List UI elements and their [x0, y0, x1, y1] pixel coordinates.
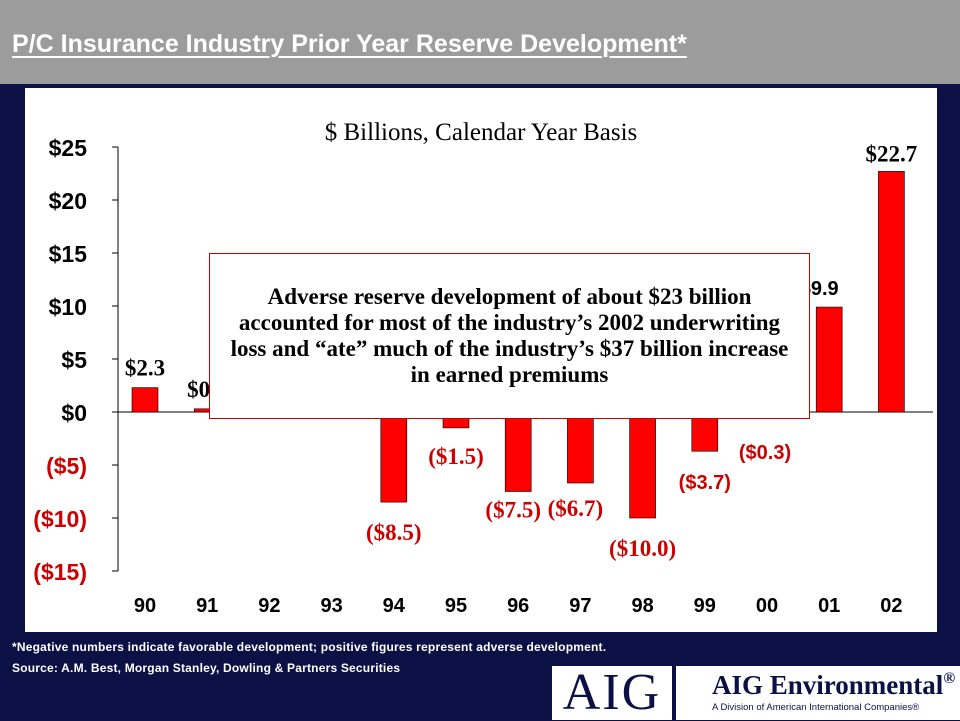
bar-97	[567, 411, 594, 484]
y-tick-label: $20	[49, 188, 87, 214]
bar-90	[131, 387, 159, 413]
x-tick-label: 93	[320, 595, 342, 617]
chart-panel: $ Billions, Calendar Year Basis $25 $20 $15…	[25, 88, 937, 632]
data-label-98: ($10.0)	[609, 536, 676, 561]
data-label-00: ($0.3)	[739, 442, 791, 464]
bar-02	[878, 171, 905, 413]
x-tick-label: 98	[631, 595, 653, 617]
y-tick-label: $10	[49, 294, 87, 320]
data-label-02: $22.7	[866, 141, 918, 166]
data-label-95: ($1.5)	[428, 444, 484, 469]
aig-logo: AIG	[552, 666, 672, 720]
source-note: Source: A.M. Best, Morgan Stanley, Dowli…	[12, 661, 401, 675]
data-label-94: ($8.5)	[366, 520, 422, 545]
bar-01	[815, 306, 843, 413]
y-tick-label: ($15)	[33, 559, 87, 585]
page-title: P/C Insurance Industry Prior Year Reserv…	[12, 30, 687, 58]
x-tick-label: 99	[694, 595, 716, 617]
aig-environmental-logo: AIG Environmental® A Division of America…	[676, 666, 960, 720]
x-tick-label: 00	[756, 595, 778, 617]
data-label-99: ($3.7)	[679, 472, 731, 494]
footnote: *Negative numbers indicate favorable dev…	[12, 640, 607, 654]
x-tick-label: 91	[196, 595, 218, 617]
title-bar: P/C Insurance Industry Prior Year Reserv…	[0, 0, 960, 84]
bar-94	[380, 411, 408, 503]
y-tick-label: $5	[61, 347, 87, 373]
registered-mark: ®	[943, 670, 956, 687]
bar-96	[504, 411, 532, 492]
y-tick-label: $15	[49, 241, 88, 267]
callout-text: Adverse reserve development of about $23…	[230, 284, 789, 387]
aig-logo-text: AIG	[562, 664, 662, 721]
x-tick-label: 94	[383, 595, 406, 617]
y-tick-label: ($10)	[33, 506, 87, 532]
x-tick-label: 97	[569, 595, 591, 617]
data-label-90: $2.3	[125, 356, 165, 381]
data-label-96: ($7.5)	[485, 498, 541, 523]
bar-98	[629, 411, 656, 519]
x-tick-label: 96	[507, 595, 529, 617]
callout-box: Adverse reserve development of about $23…	[209, 253, 810, 419]
x-tick-label: 90	[134, 595, 156, 617]
env-logo-text: AIG Environmental	[712, 670, 944, 700]
data-label-97: ($6.7)	[548, 496, 604, 521]
y-tick-label: ($5)	[46, 453, 87, 479]
env-logo-subtitle: A Division of American International Com…	[712, 702, 920, 713]
x-tick-label: 92	[258, 595, 280, 617]
x-tick-label: 02	[880, 595, 902, 617]
x-tick-label: 95	[445, 595, 467, 617]
x-tick-label: 01	[818, 595, 840, 617]
y-tick-label: $25	[49, 135, 88, 161]
y-tick-label: $0	[61, 400, 87, 426]
chart-title: $ Billions, Calendar Year Basis	[325, 119, 638, 146]
